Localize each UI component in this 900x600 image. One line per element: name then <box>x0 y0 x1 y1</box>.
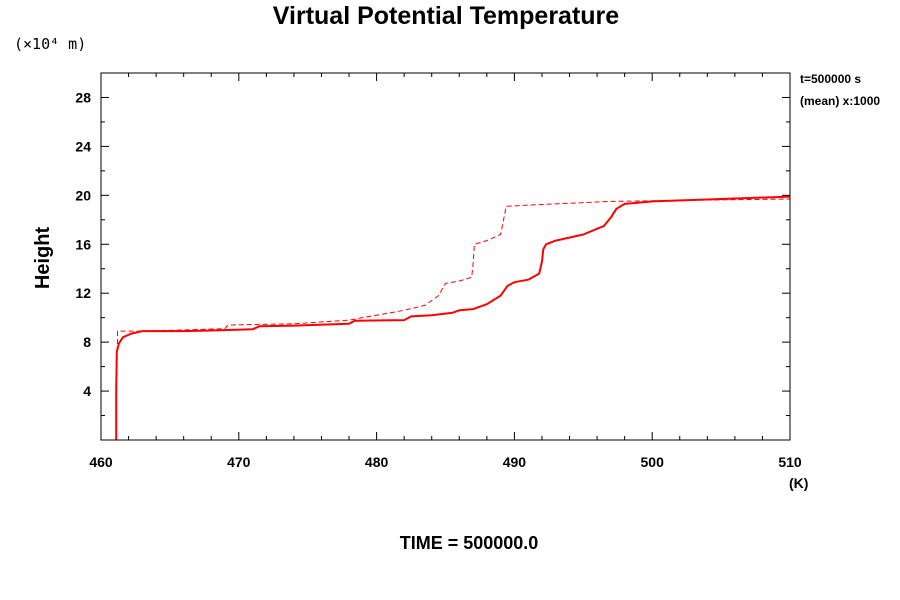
time-annotation: t=500000 s <box>800 72 861 86</box>
x-tick-label: 510 <box>778 454 802 470</box>
x-tick-label: 460 <box>89 454 113 470</box>
axis-ticks: 460 470 480 490 500 510 4 8 12 16 20 24 28 <box>75 73 802 470</box>
y-units-label: (×10⁴ m) <box>14 35 86 53</box>
x-tick-label: 470 <box>227 454 251 470</box>
series-line-solid <box>115 195 791 440</box>
mean-annotation: (mean) x:1000 <box>800 94 880 108</box>
x-tick-label: 490 <box>503 454 527 470</box>
x-tick-label: 480 <box>365 454 389 470</box>
y-tick-label: 8 <box>83 334 91 350</box>
x-units-label: (K) <box>789 475 808 491</box>
time-footer: TIME = 500000.0 <box>400 533 539 553</box>
plot-frame <box>100 72 791 441</box>
y-axis-label: Height <box>32 227 54 290</box>
y-tick-label: 16 <box>75 236 91 252</box>
y-tick-label: 28 <box>75 89 91 105</box>
y-tick-label: 12 <box>75 285 91 301</box>
y-tick-label: 4 <box>83 383 91 399</box>
series-lines <box>115 195 791 440</box>
series-line-dashed <box>115 198 791 440</box>
x-tick-label: 500 <box>641 454 665 470</box>
y-tick-label: 20 <box>75 187 91 203</box>
chart-title: Virtual Potential Temperature <box>273 2 619 30</box>
y-tick-label: 24 <box>75 138 91 154</box>
